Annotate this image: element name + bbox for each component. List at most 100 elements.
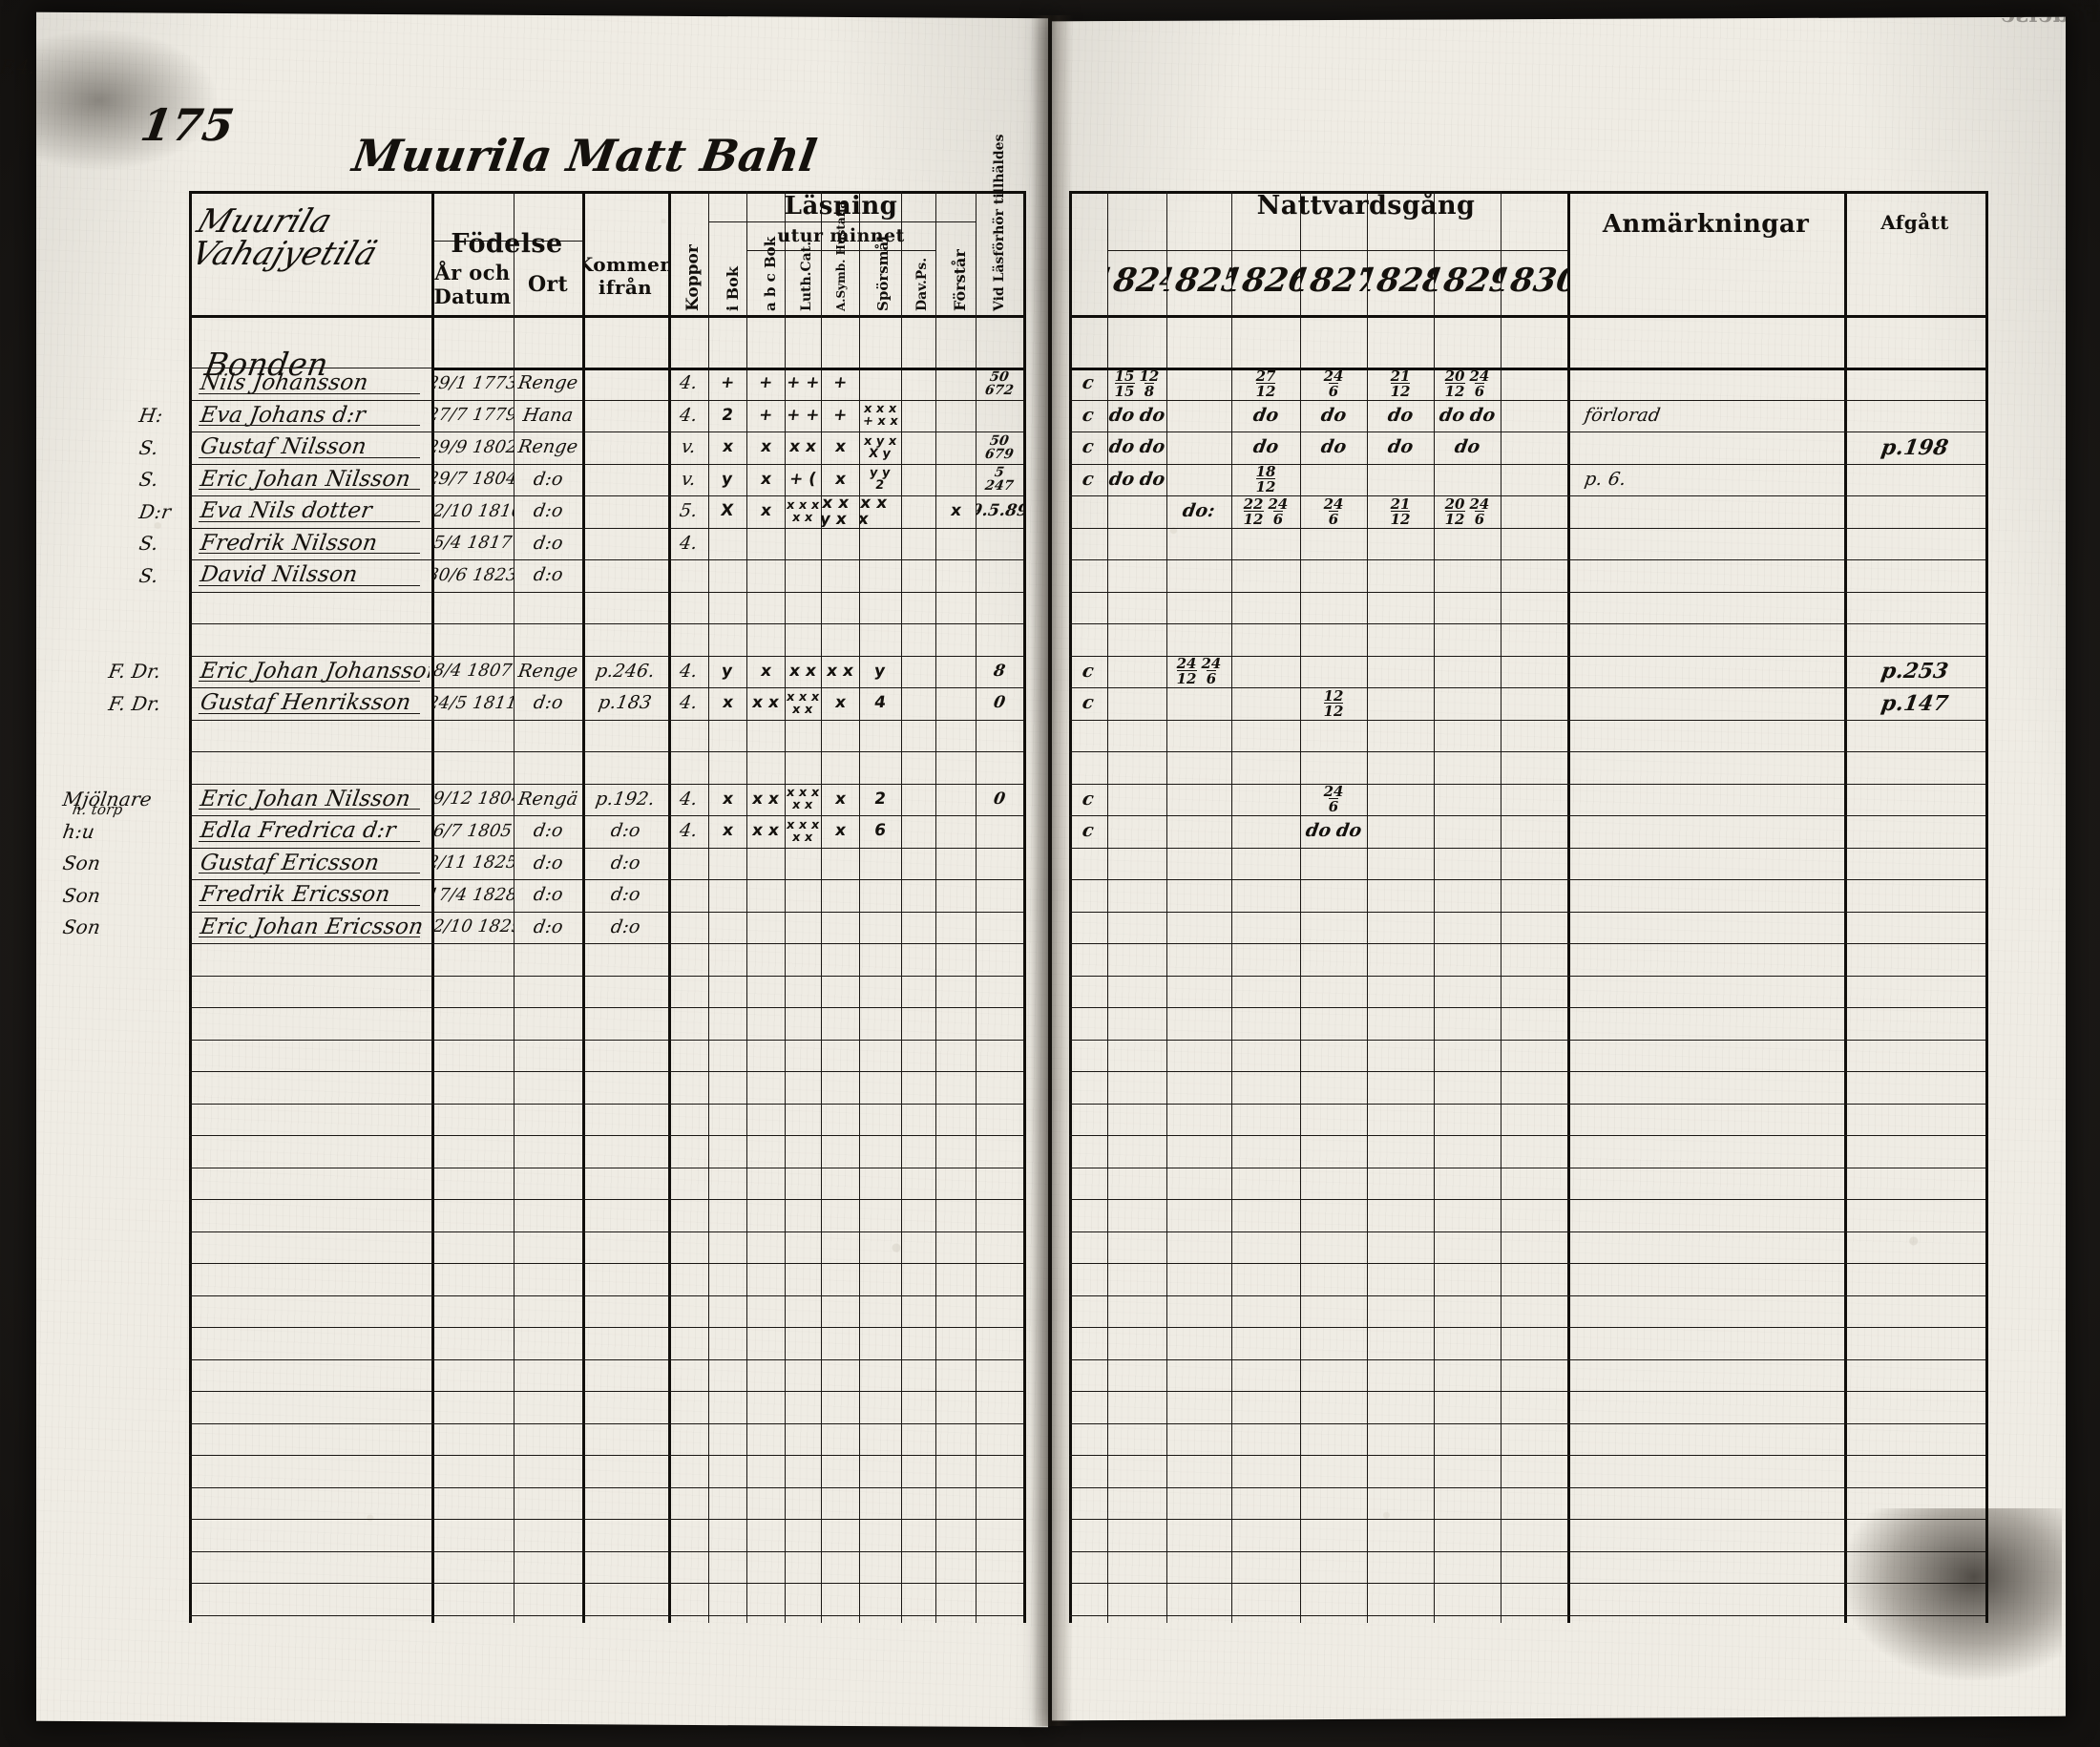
frac-den: 12	[1444, 382, 1465, 399]
row-departed-1-1-text: p.147	[1879, 690, 1951, 716]
header-nattvardsgang: Nattvardsgång	[1231, 189, 1501, 221]
row-birthplace-2-1-text: d:o	[532, 820, 565, 842]
row-communion-1-1-4: 12 12	[1300, 688, 1367, 719]
communion-mark-1-1-0-0: c	[1081, 692, 1096, 714]
frac-num: 20	[1444, 496, 1465, 513]
atexam-part-1-1-0: 0	[992, 693, 1007, 713]
row-relation-0-3-text: S.	[137, 468, 160, 492]
row-atexam-0-0: 50 672	[976, 368, 1023, 399]
margin-note-f4: F.4.	[0, 54, 37, 78]
right-row-rule-20	[1069, 1007, 1985, 1008]
left-row-rule-14	[189, 815, 1023, 816]
communion-mark-0-2-0-0: c	[1081, 436, 1096, 458]
row-reading-0-2-2: x x	[785, 432, 821, 463]
row-camefrom-2-2: d:o	[582, 850, 668, 878]
header-came-from: Kommen ifrån	[582, 246, 668, 305]
row-name-0-6-text: David Nilsson	[199, 562, 360, 588]
communion-mark-0-1-1-1: do	[1137, 404, 1166, 426]
frac-num: 20	[1444, 368, 1465, 385]
communion-frac-1-0-2-1: 24 6	[1202, 657, 1222, 686]
row-camefrom-2-2-text: d:o	[609, 852, 642, 874]
left-row-rule-31	[189, 1358, 1023, 1360]
reading-mark-0-0-0-0: +	[719, 373, 736, 393]
ghost-fodelse-bleed: Födelse	[2000, 0, 2100, 28]
row-koppor-2-0-text: 4.	[678, 788, 700, 810]
right-row-rule-10	[1069, 687, 1985, 688]
communion-mark-0-0-0-0: c	[1081, 372, 1096, 394]
fodelse-group-rule	[431, 241, 582, 242]
reading-mark-0-1-3-0: +	[831, 405, 849, 425]
header-abc-bok: a b c Bok	[762, 236, 779, 311]
right-col-rule-5	[1367, 191, 1368, 1623]
row-relation-1-0: F. Dr.	[103, 659, 208, 685]
row-communion-0-4-3: 22 12 24 6	[1231, 496, 1300, 527]
row-birthplace-0-2: Renge	[514, 433, 582, 462]
left-row-rule-18	[189, 943, 1023, 944]
row-atexam-1-1: 0	[976, 688, 1023, 719]
row-camefrom-2-4: d:o	[582, 914, 668, 942]
communion-frac-0-3-3-0: 18 12	[1255, 465, 1276, 495]
frac-den: 12	[1243, 510, 1264, 527]
row-camefrom-2-3: d:o	[582, 881, 668, 910]
row-camefrom-2-1: d:o	[582, 817, 668, 846]
row-camefrom-0-6	[582, 561, 668, 590]
row-birthplace-1-0: Renge	[514, 658, 582, 686]
row-name-2-0-text: Eric Johan Nilsson	[199, 786, 412, 811]
frac-den: 12	[1390, 382, 1411, 399]
row-koppor-0-4-text: 5.	[678, 500, 700, 522]
left-row-rule-11	[189, 719, 1023, 721]
header-vid-lasforhor: Vid Läsförhör tillhäldes	[992, 134, 1007, 311]
frac-num: 24	[1469, 496, 1490, 513]
row-name-0-5-text: Fredrik Nilsson	[199, 530, 380, 556]
row-remarks-0-1[interactable]: förlorad	[1579, 402, 1840, 431]
right-row-rule-14	[1069, 815, 1985, 816]
left-row-rule-34	[189, 1455, 1023, 1456]
row-birthplace-1-1: d:o	[514, 689, 582, 718]
right-row-rule-33	[1069, 1422, 1985, 1424]
communion-frac-0-4-3-0: 22 12	[1243, 496, 1264, 527]
left-row-rule-8	[189, 623, 1023, 624]
reading-mark-0-4-2-0: x x x	[785, 497, 821, 513]
right-row-rule-13	[1069, 783, 1985, 785]
row-koppor-2-4	[668, 914, 708, 942]
village-name-block: Muurila Vahajyetilä	[186, 202, 385, 273]
left-col-rule-0	[189, 191, 192, 1623]
left-col-rule-9	[859, 191, 860, 1623]
row-reading-0-1-4: x x x + x x	[859, 401, 901, 431]
row-remarks-0-3-text: p. 6.	[1583, 468, 1628, 490]
reading-mark-0-4-1-0: x	[759, 501, 772, 521]
left-col-rule-8	[821, 191, 822, 1623]
row-relation-1-1-text: F. Dr.	[107, 691, 163, 715]
header-lasning-text: Läsning	[784, 192, 898, 221]
row-atexam-0-4: 9.5.89	[976, 496, 1023, 527]
left-col-rule-7	[785, 191, 786, 1623]
row-birthplace-0-0-text: Renge	[516, 372, 579, 394]
atexam-part-0-3-1: 247	[983, 478, 1016, 495]
right-row-rule-18	[1069, 943, 1985, 944]
header-anmarkningar-text: Anmärkningar	[1602, 210, 1810, 239]
left-row-rule-13	[189, 783, 1023, 785]
row-birthdate-2-4-text: 12/10 1829	[431, 916, 514, 937]
row-koppor-0-2-text: v.	[679, 436, 698, 458]
row-remarks-0-3[interactable]: p. 6.	[1579, 466, 1840, 495]
right-row-rule-16	[1069, 879, 1985, 880]
row-birthdate-2-3: 17/4 1828	[431, 881, 514, 910]
row-reading-1-1-4: 4	[859, 688, 901, 719]
left-bonden-band-rule	[431, 368, 1023, 370]
row-name-underline-0-0	[199, 392, 420, 394]
row-birthdate-2-1-text: 6/7 1805	[431, 820, 514, 841]
header-a-symb: A.Symb. Hustafla	[834, 200, 848, 311]
right-row-rule-5	[1069, 527, 1985, 529]
frac-num: 24	[1323, 368, 1344, 385]
left-row-rule-24	[189, 1135, 1023, 1136]
right-row-rule-7	[1069, 591, 1985, 593]
communion-frac-2-0-4-0: 24 6	[1324, 785, 1344, 814]
right-row-rule-8	[1069, 623, 1985, 624]
row-birthdate-2-0: 29/12 1804	[431, 786, 514, 814]
atexam-part-1-0-0: 8	[992, 661, 1007, 681]
header-year-1826-text: 1826	[1231, 262, 1300, 300]
row-relation-2-1: h:u	[57, 818, 162, 845]
right-row-rule-17	[1069, 911, 1985, 913]
left-header-top-rule	[189, 191, 1023, 194]
